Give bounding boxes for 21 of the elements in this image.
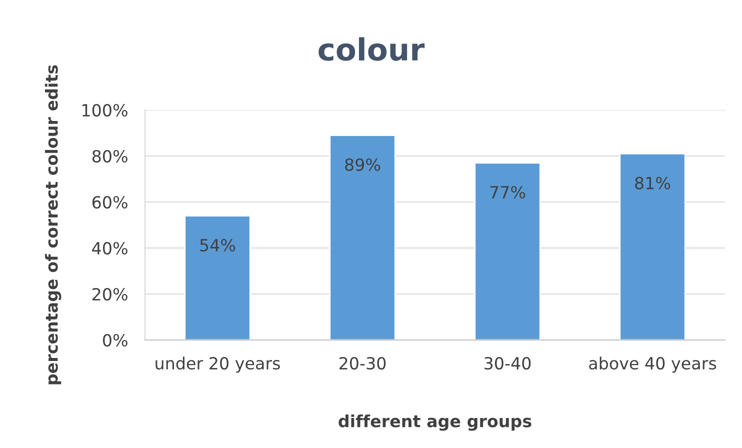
y-tick-label: 40%: [92, 242, 128, 255]
data-label: 77%: [490, 186, 526, 199]
x-tick-label: 30-40: [484, 356, 531, 370]
x-tick-label: 20-30: [340, 356, 386, 370]
x-axis-title: different age groups: [338, 414, 532, 431]
bar: [474, 162, 541, 340]
data-label: 81%: [635, 176, 670, 190]
y-tick-label: 0%: [102, 334, 128, 347]
y-tick-label: 60%: [92, 196, 128, 209]
x-tick-label: under 20 years: [156, 356, 280, 373]
data-label: 54%: [200, 238, 236, 252]
bar: [329, 134, 396, 340]
bar: [619, 153, 686, 340]
y-tick-label: 80%: [92, 150, 128, 163]
bar: [184, 215, 251, 340]
data-label: 89%: [345, 158, 380, 171]
y-tick-label: 20%: [92, 288, 128, 301]
chart-title: colour: [318, 37, 425, 61]
x-tick-label: above 40 years: [589, 356, 716, 373]
y-tick-label: 100%: [82, 104, 128, 117]
y-axis-title: percentage of correct colour edits: [44, 65, 62, 384]
